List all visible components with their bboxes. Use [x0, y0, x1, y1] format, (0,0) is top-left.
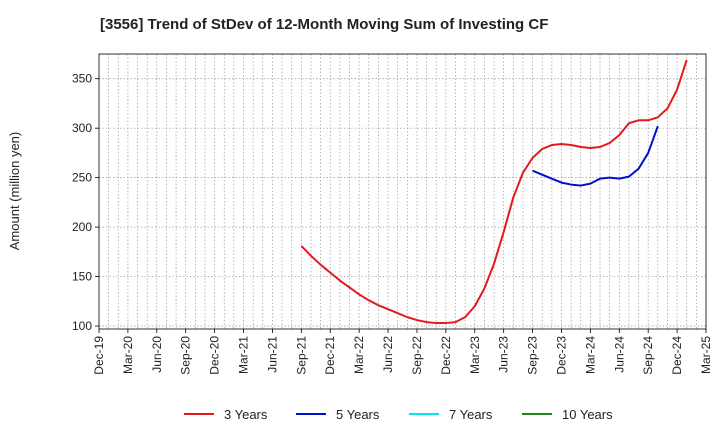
- legend: 3 Years 5 Years 7 Years 10 Years: [184, 407, 613, 422]
- x-tick-label: Dec-24: [670, 336, 684, 375]
- x-tick-label: Mar-24: [583, 336, 597, 374]
- x-tick-label: Mar-22: [352, 336, 366, 374]
- x-tick-label: Jun-23: [497, 336, 511, 373]
- x-tick-label: Sep-24: [641, 336, 655, 375]
- y-tick-label: 250: [72, 171, 92, 185]
- y-axis-label: Amount (million yen): [7, 132, 22, 251]
- x-tick-label: Jun-24: [612, 336, 626, 373]
- x-tick-label: Dec-21: [323, 336, 337, 375]
- x-tick-label: Mar-25: [699, 336, 713, 374]
- series-line-5-years: [532, 125, 659, 187]
- x-tick-label: Sep-23: [526, 336, 540, 375]
- x-tick-label: Jun-21: [265, 336, 279, 373]
- plot-area-frame: [98, 53, 707, 330]
- x-tick-label: Sep-22: [410, 336, 424, 375]
- x-tick-label: Jun-22: [381, 336, 395, 373]
- y-tick-label: 200: [72, 220, 92, 234]
- x-tick-label: Mar-23: [468, 336, 482, 374]
- x-tick-label: Dec-19: [92, 336, 106, 375]
- y-tick-label: 300: [72, 121, 92, 135]
- x-axis-ticks: Dec-19 Mar-20 Jun-20 Sep-20 Dec-20 Mar-21 Jun-…: [92, 329, 713, 375]
- x-tick-label: Dec-23: [554, 336, 568, 375]
- legend-label-10-years: 10 Years: [562, 407, 613, 422]
- x-tick-label: Mar-20: [121, 336, 135, 374]
- y-tick-label: 350: [72, 72, 92, 86]
- series-line-3-years: [300, 59, 688, 325]
- x-tick-label: Jun-20: [150, 336, 164, 373]
- legend-label-5-years: 5 Years: [336, 407, 380, 422]
- chart-title: [3556] Trend of StDev of 12-Month Moving…: [100, 16, 548, 33]
- x-tick-label: Dec-20: [208, 336, 222, 375]
- y-tick-label: 150: [72, 270, 92, 284]
- x-tick-label: Mar-21: [237, 336, 251, 374]
- legend-label-3-years: 3 Years: [224, 407, 268, 422]
- x-tick-label: Sep-20: [179, 336, 193, 375]
- x-tick-label: Dec-22: [439, 336, 453, 375]
- legend-label-7-years: 7 Years: [449, 407, 493, 422]
- y-axis-ticks: 100 150 200 250 300 350: [72, 72, 99, 333]
- x-tick-label: Sep-21: [294, 336, 308, 375]
- series-lines: [300, 59, 688, 325]
- y-tick-label: 100: [72, 319, 92, 333]
- grid-lines: [99, 54, 706, 329]
